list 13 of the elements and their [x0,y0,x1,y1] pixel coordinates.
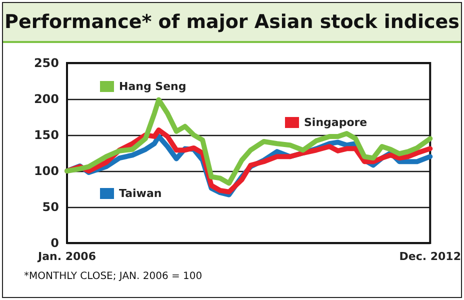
y-tick-label: 0 [50,236,59,250]
text: *MONTHLY CLOSE; JAN. 2006 = 100 [24,271,202,282]
y-tick-label: 100 [34,164,59,178]
y-tick-label: 50 [42,200,59,214]
y-tick-label: 250 [34,56,59,70]
legend-label: Taiwan [119,187,162,200]
legend-label: Singapore [304,116,368,129]
y-tick-label: 200 [34,92,59,106]
chart-title: Performance* of major Asian stock indices [3,3,461,43]
x-tick-label: Dec. 2012 [399,250,462,263]
y-tick-label: 150 [34,128,59,142]
legend-label: Hang Seng [119,80,186,93]
x-tick-label: Jan. 2006 [37,250,96,263]
